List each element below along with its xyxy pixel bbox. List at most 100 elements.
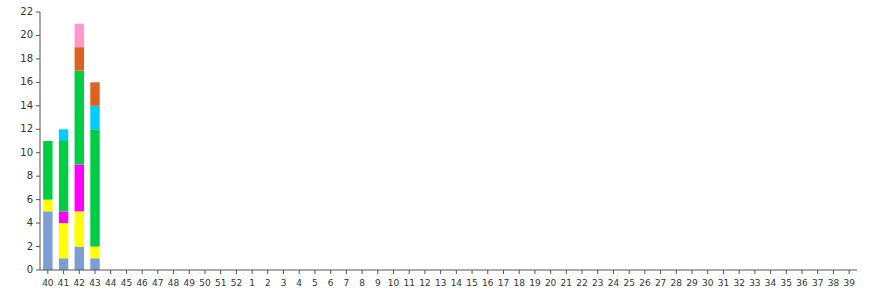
x-tick-label: 46 [136,278,148,288]
x-tick-label: 48 [168,278,180,288]
x-tick [487,270,488,274]
bar-segment [75,211,84,246]
bars [43,24,100,270]
x-tick-label: 17 [498,278,509,288]
x-tick [362,270,363,274]
x-tick-label: 23 [592,278,603,288]
x-tick [204,270,205,274]
y-tick [36,105,40,106]
x-tick-label: 7 [344,278,350,288]
x-tick-label: 8 [359,278,365,288]
series [75,24,84,47]
x-tick-label: 15 [466,278,477,288]
bar-segment [59,141,68,211]
x-tick [189,270,190,274]
x-tick [299,270,300,274]
bar-segment [43,211,52,270]
y-tick-label: 10 [20,147,33,158]
y-tick-label: 8 [27,170,33,181]
y-tick [36,270,40,271]
y-tick-label: 14 [20,100,33,111]
y-tick [36,223,40,224]
x-tick [613,270,614,274]
series [43,71,100,247]
x-tick [786,270,787,274]
x-tick-label: 37 [812,278,823,288]
y-tick-label: 4 [27,217,33,228]
x-tick [236,270,237,274]
x-tick [472,270,473,274]
y-tick [36,82,40,83]
x-tick-label: 6 [328,278,334,288]
bar-segment [59,258,68,270]
x-tick-label: 3 [281,278,287,288]
bar-segment [90,129,99,246]
bar-segment [59,129,68,141]
x-tick [833,270,834,274]
x-tick [582,270,583,274]
x-tick-label: 22 [576,278,587,288]
x-tick-label: 38 [828,278,840,288]
x-tick-label: 14 [451,278,463,288]
x-tick-label: 47 [152,278,163,288]
y-tick-label: 20 [20,29,33,40]
x-tick [377,270,378,274]
x-tick [519,270,520,274]
x-tick-label: 11 [403,278,414,288]
bar-segment [75,164,84,211]
x-tick [707,270,708,274]
x-tick-label: 28 [671,278,683,288]
x-tick [330,270,331,274]
bar-segment [43,200,52,212]
x-tick-label: 19 [529,278,541,288]
x-tick-label: 10 [388,278,400,288]
bar-segment [90,247,99,259]
x-tick [550,270,551,274]
x-tick [597,270,598,274]
x-tick [220,270,221,274]
x-tick [644,270,645,274]
x-tick-label: 43 [89,278,100,288]
x-tick-label: 34 [765,278,777,288]
x-tick-label: 40 [42,278,54,288]
x-axis-line [40,270,857,271]
x-tick [440,270,441,274]
bar-segment [59,129,68,130]
x-tick-label: 27 [655,278,666,288]
x-tick-label: 1 [249,278,255,288]
x-tick-label: 26 [639,278,651,288]
bar-segment [75,47,84,70]
x-tick-label: 18 [513,278,525,288]
x-tick [314,270,315,274]
y-tick [36,35,40,36]
x-tick-label: 45 [121,278,132,288]
x-tick [629,270,630,274]
x-tick-label: 44 [105,278,117,288]
x-tick [566,270,567,274]
y-tick [36,129,40,130]
y-tick-label: 2 [27,241,33,252]
x-tick-label: 20 [545,278,557,288]
x-tick [424,270,425,274]
x-tick [754,270,755,274]
x-tick-label: 30 [702,278,714,288]
y-tick [36,199,40,200]
x-tick [409,270,410,274]
y-tick [36,176,40,177]
bar-segment [75,71,84,165]
x-tick-label: 49 [184,278,196,288]
bar-segment [75,247,84,270]
y-tick-label: 22 [20,6,33,17]
bar-segment [90,82,99,83]
x-tick-label: 42 [74,278,85,288]
y-tick-label: 6 [27,194,33,205]
bar-segment [90,258,99,270]
bar-segment [59,211,68,223]
x-tick [157,270,158,274]
x-tick-label: 33 [749,278,760,288]
x-tick [456,270,457,274]
y-tick-label: 12 [20,123,33,134]
x-tick-label: 13 [435,278,446,288]
x-tick-label: 9 [375,278,381,288]
x-tick-label: 25 [623,278,634,288]
